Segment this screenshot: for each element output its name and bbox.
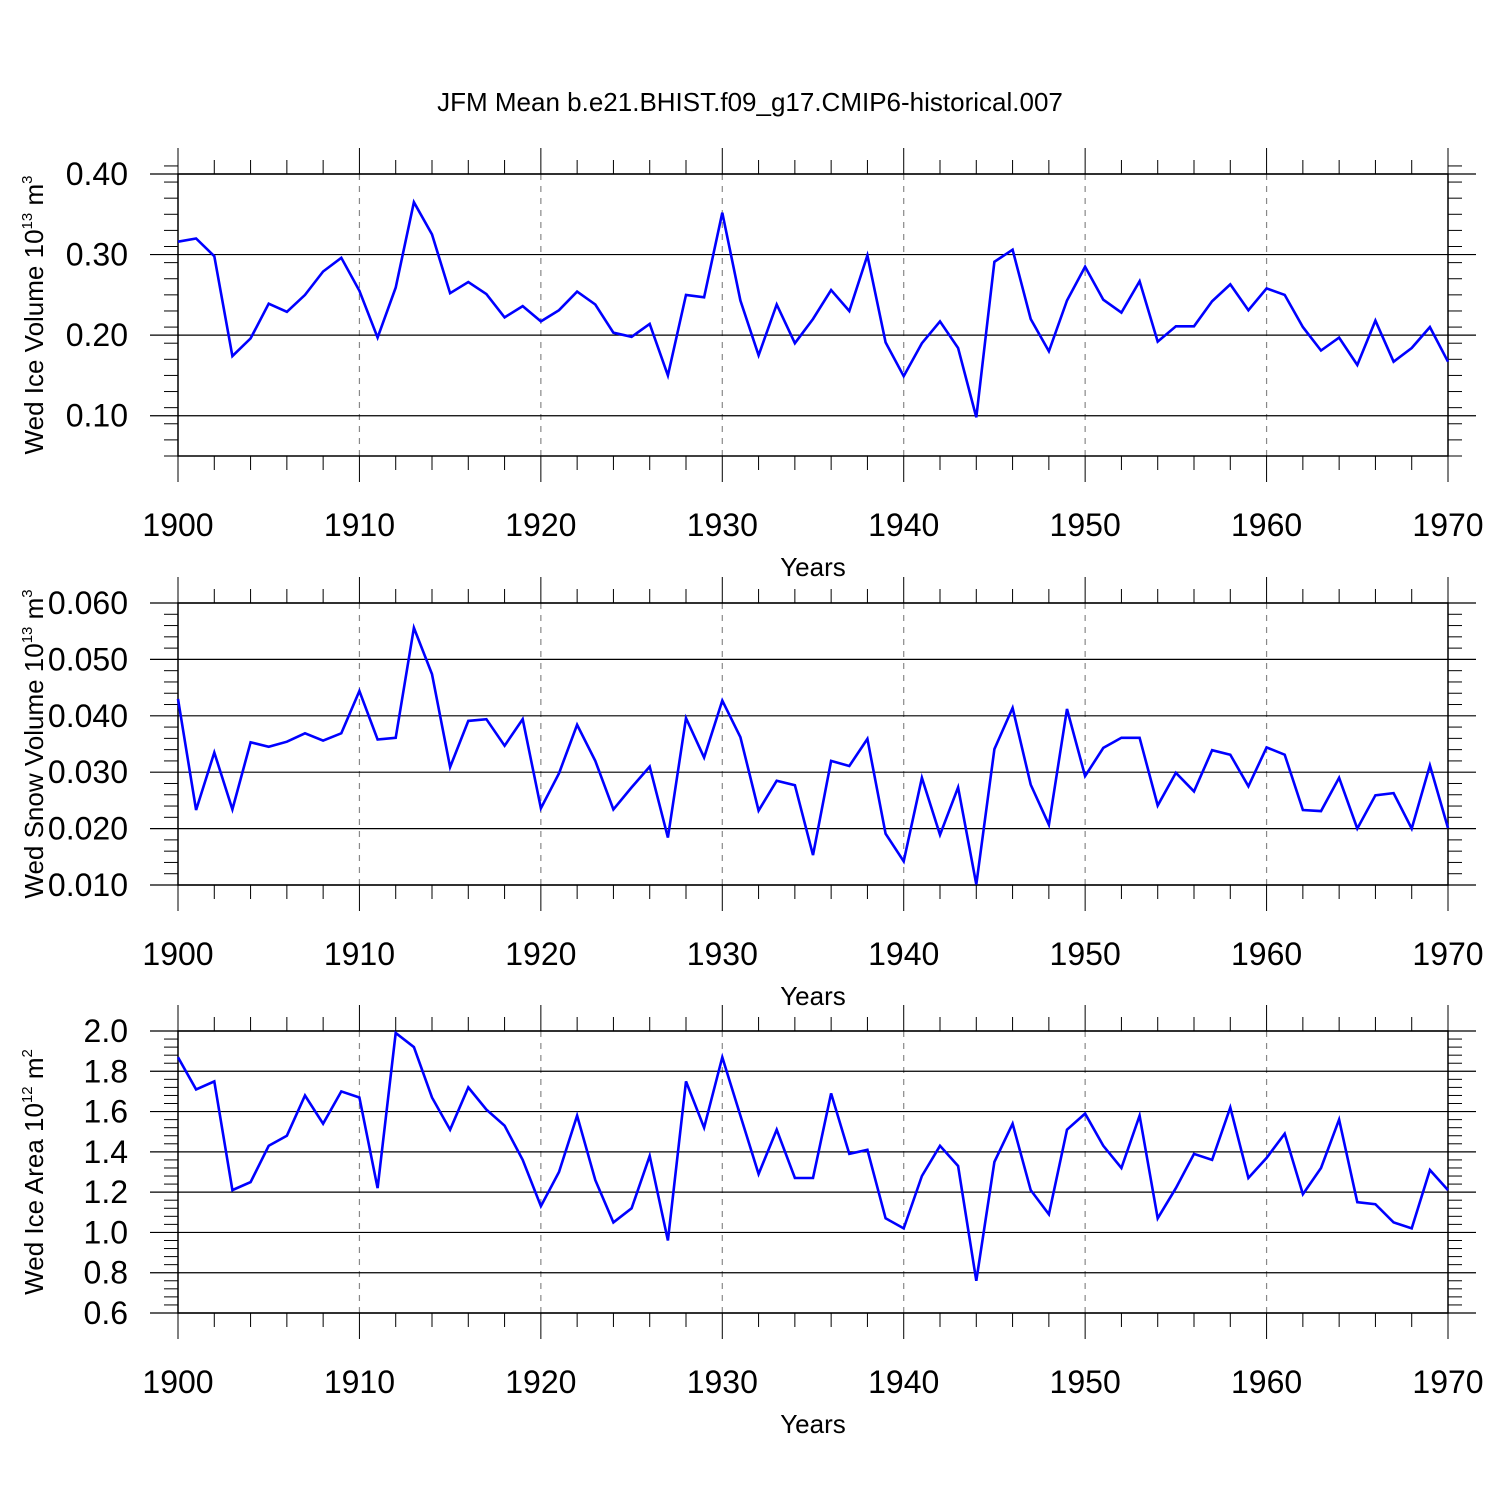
series-line [176,622,1450,885]
y-axis-label: Wed Ice Area 1012 m2 [19,1049,49,1295]
y-tick-label: 1.6 [84,1094,128,1130]
x-tick-label: 1950 [1050,507,1121,543]
y-axis-label: Wed Snow Volume 1013 m3 [19,589,49,898]
y-axis-label: Wed Ice Volume 1013 m3 [19,176,49,455]
y-tick-label: 0.060 [48,585,128,621]
chart-panels: 0.10 0.20 0.30 0.40 1900 1910 1920 1930 1940 1950… [19,148,1484,1439]
x-tick-label: 1970 [1412,936,1483,972]
y-tick-label: 0.40 [66,156,128,192]
x-tick-label: 1960 [1231,507,1302,543]
y-tick-label: 1.4 [84,1134,128,1170]
x-axis-label: Years [780,981,846,1011]
x-tick-label: 1930 [687,507,758,543]
x-tick-label: 1910 [324,507,395,543]
x-tick-label: 1950 [1050,936,1121,972]
x-axis-label: Years [780,1409,846,1439]
x-tick-label: 1930 [687,1364,758,1400]
x-tick-label: 1940 [868,1364,939,1400]
x-tick-label: 1900 [142,1364,213,1400]
y-tick-label: 0.030 [48,754,128,790]
x-tick-label: 1970 [1412,507,1483,543]
x-tick-label: 1960 [1231,936,1302,972]
plot-frame [177,1030,1449,1314]
x-tick-label: 1910 [324,1364,395,1400]
y-tick-label: 0.8 [84,1255,128,1291]
y-tick-label: 0.010 [48,867,128,903]
y-tick-label: 2.0 [84,1013,128,1049]
x-tick-label: 1930 [687,936,758,972]
panel-2: 0.010 0.020 0.030 0.040 0.050 0.060 1900 1910 19… [19,577,1484,1011]
panel-3: 0.6 0.8 1.0 1.2 1.4 1.6 1.8 2.0 1900 1910 1920 1930… [19,1005,1484,1439]
y-tick-label: 0.020 [48,811,128,847]
plot-frame [177,602,1449,886]
x-tick-label: 1900 [142,936,213,972]
x-tick-label: 1970 [1412,1364,1483,1400]
y-tick-label: 1.2 [84,1174,128,1210]
x-tick-label: 1940 [868,507,939,543]
chart-title: JFM Mean b.e21.BHIST.f09_g17.CMIP6-histo… [437,87,1063,117]
y-tick-label: 0.6 [84,1295,128,1331]
x-tick-label: 1920 [505,507,576,543]
plot-frame [177,173,1449,457]
x-tick-label: 1900 [142,507,213,543]
series-line [176,1030,1449,1282]
series-line [177,198,1450,418]
x-tick-label: 1920 [505,936,576,972]
x-tick-label: 1920 [505,1364,576,1400]
x-axis-label: Years [780,552,846,582]
y-tick-label: 0.10 [66,398,128,434]
panel-1: 0.10 0.20 0.30 0.40 1900 1910 1920 1930 1940 1950… [19,148,1484,582]
y-tick-label: 0.040 [48,698,128,734]
y-tick-label: 1.8 [84,1053,128,1089]
x-tick-label: 1940 [868,936,939,972]
x-tick-label: 1960 [1231,1364,1302,1400]
y-tick-label: 0.30 [66,237,128,273]
y-tick-label: 0.20 [66,317,128,353]
x-tick-label: 1950 [1050,1364,1121,1400]
y-tick-label: 1.0 [84,1214,128,1250]
x-tick-label: 1910 [324,936,395,972]
y-tick-label: 0.050 [48,641,128,677]
